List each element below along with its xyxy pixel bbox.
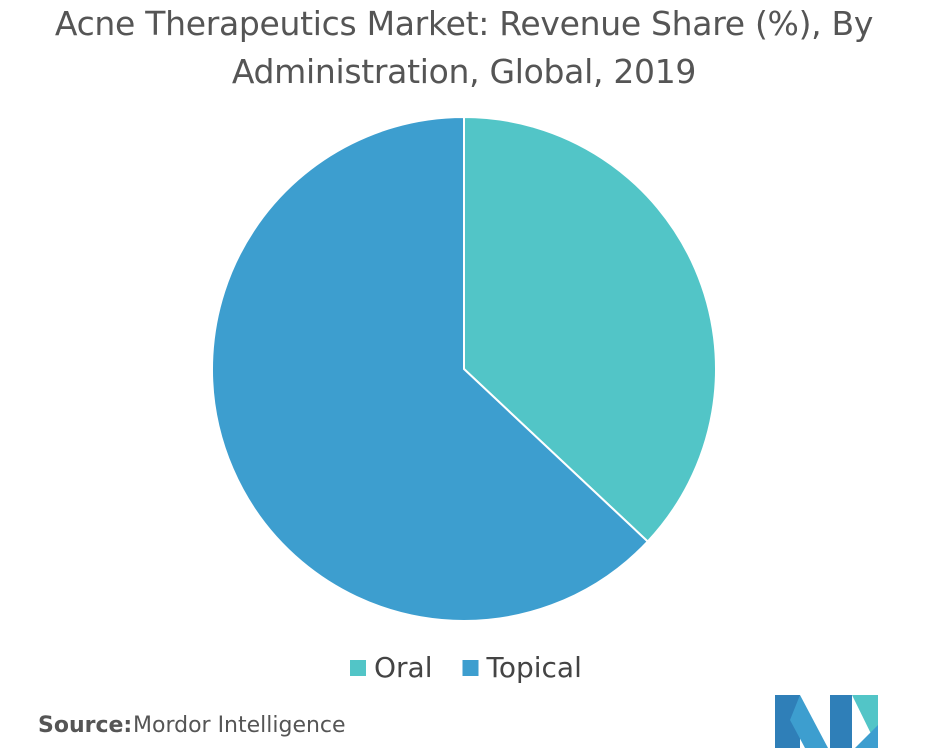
source-label: Source: (38, 713, 132, 738)
legend-label: Topical (486, 651, 582, 684)
logo-part (790, 695, 828, 748)
legend-label: Oral (374, 651, 433, 684)
pie-slice (211, 115, 650, 622)
chart-title: Acne Therapeutics Market: Revenue Share … (54, 4, 874, 91)
logo-part (830, 695, 852, 748)
source: Mordor Intelligence (133, 713, 346, 738)
legend-swatch (462, 660, 479, 676)
logo (775, 695, 878, 748)
pie-slice (463, 115, 717, 543)
logo-part (855, 725, 878, 748)
logo-part (775, 695, 800, 748)
legend-swatch (350, 660, 366, 676)
